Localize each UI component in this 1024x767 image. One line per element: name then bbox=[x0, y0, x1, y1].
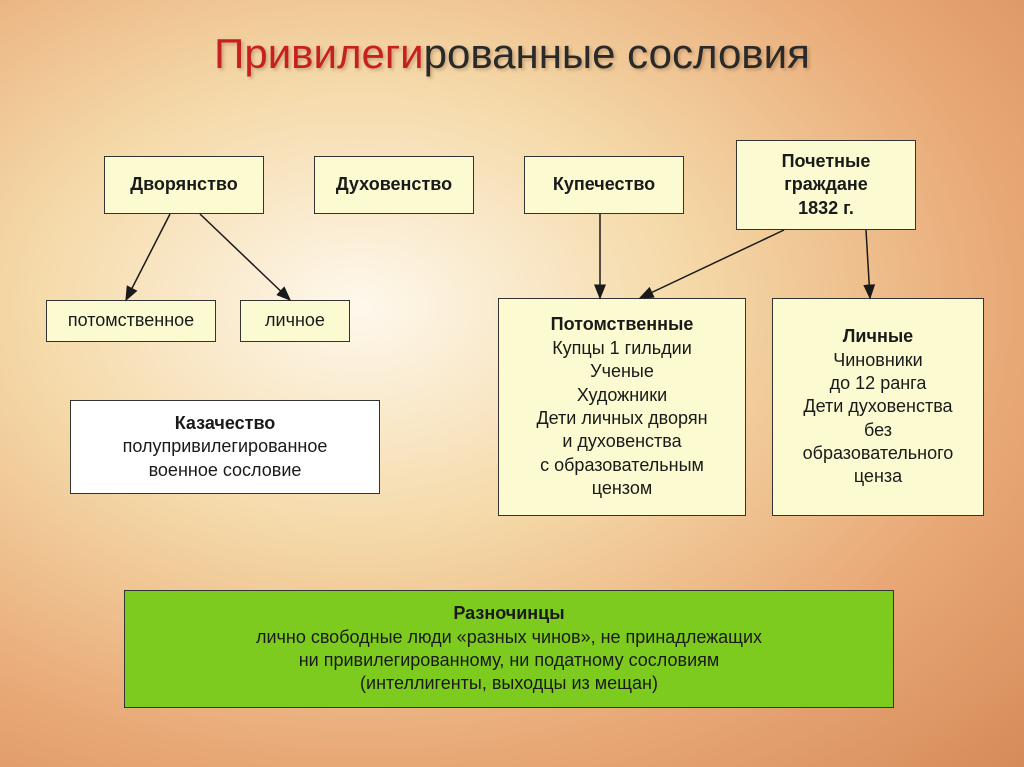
box-kazachestvo: Казачество полупривилегированное военное… bbox=[70, 400, 380, 494]
header-raznochintsy: Разночинцы bbox=[453, 602, 564, 625]
box-lichnye-detail: Личные Чиновники до 12 ранга Дети духове… bbox=[772, 298, 984, 516]
box-kupechestvo: Купечество bbox=[524, 156, 684, 214]
title-red-part: Привилеги bbox=[214, 30, 423, 77]
box-dvoryanstvo: Дворянство bbox=[104, 156, 264, 214]
lines-raznochintsy: лично свободные люди «разных чинов», не … bbox=[256, 626, 762, 696]
label-dvoryanstvo: Дворянство bbox=[130, 173, 237, 196]
title-dark-part: рованные сословия bbox=[424, 30, 810, 77]
label-lichnoe: личное bbox=[265, 309, 325, 332]
label-potomstvennoe: потомственное bbox=[68, 309, 194, 332]
label-kupechestvo: Купечество bbox=[553, 173, 655, 196]
header-kazachestvo: Казачество bbox=[175, 412, 276, 435]
box-dukhovenstvo: Духовенство bbox=[314, 156, 474, 214]
lines-kazachestvo: полупривилегированное военное сословие bbox=[123, 435, 328, 482]
lines-lichnye-detail: Чиновники до 12 ранга Дети духовенства б… bbox=[803, 349, 954, 489]
slide-title: Привилегированные сословия bbox=[0, 30, 1024, 78]
label-pochetnye: Почетные граждане 1832 г. bbox=[782, 150, 871, 220]
box-lichnoe: личное bbox=[240, 300, 350, 342]
box-raznochintsy: Разночинцы лично свободные люди «разных … bbox=[124, 590, 894, 708]
box-potomstvennye-detail: Потомственные Купцы 1 гильдии Ученые Худ… bbox=[498, 298, 746, 516]
label-dukhovenstvo: Духовенство bbox=[336, 173, 452, 196]
box-pochetnye: Почетные граждане 1832 г. bbox=[736, 140, 916, 230]
box-potomstvennoe: потомственное bbox=[46, 300, 216, 342]
header-potomstvennye-detail: Потомственные bbox=[551, 313, 694, 336]
header-lichnye-detail: Личные bbox=[843, 325, 913, 348]
lines-potomstvennye-detail: Купцы 1 гильдии Ученые Художники Дети ли… bbox=[536, 337, 707, 501]
